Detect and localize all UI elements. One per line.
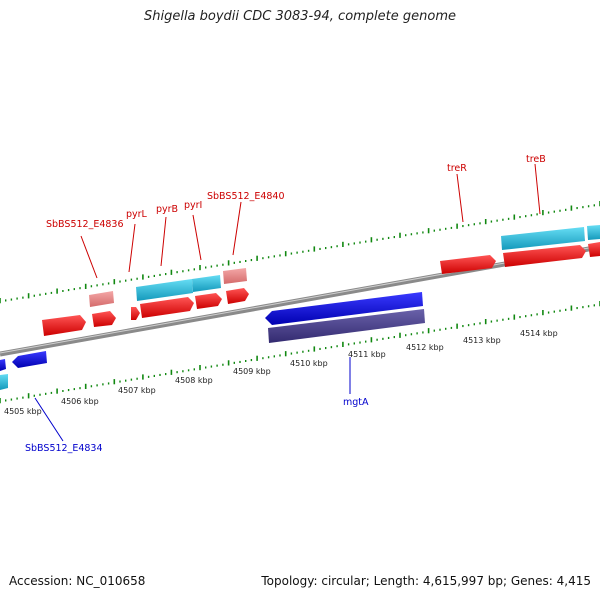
kbp-label: 4506 kbp bbox=[61, 397, 99, 406]
gene-feature[interactable] bbox=[89, 291, 114, 307]
gene-feature[interactable] bbox=[223, 268, 247, 284]
gene-feature[interactable] bbox=[0, 359, 6, 371]
gene-feature[interactable] bbox=[265, 292, 423, 325]
gene-feature[interactable] bbox=[501, 227, 585, 250]
label-leaders bbox=[34, 163, 541, 442]
gene-label-SbBS512_E4836: SbBS512_E4836 bbox=[46, 219, 124, 230]
gene-feature[interactable] bbox=[131, 307, 140, 320]
gene-feature[interactable] bbox=[140, 297, 194, 318]
gene-feature[interactable] bbox=[587, 225, 600, 240]
map-title: Shigella boydii CDC 3083-94, complete ge… bbox=[143, 9, 457, 24]
gene-label-pyrB: pyrB bbox=[156, 204, 178, 215]
gene-label-pyrI: pyrI bbox=[184, 200, 202, 211]
gene-feature[interactable] bbox=[192, 275, 221, 292]
gene-feature[interactable] bbox=[588, 242, 600, 257]
gene-feature[interactable] bbox=[0, 374, 8, 390]
gene-feature[interactable] bbox=[226, 288, 249, 304]
kbp-label: 4507 kbp bbox=[118, 386, 156, 395]
gene-label-pyrL: pyrL bbox=[126, 209, 148, 220]
kbp-label: 4505 kbp bbox=[4, 407, 42, 416]
gene-label-mgtA: mgtA bbox=[343, 397, 369, 408]
gene-feature[interactable] bbox=[503, 245, 586, 267]
accession-text: Accession: NC_010658 bbox=[9, 574, 146, 588]
gene-label-SbBS512_E4840: SbBS512_E4840 bbox=[207, 191, 285, 202]
gene-feature[interactable] bbox=[195, 293, 222, 309]
gene-features bbox=[0, 225, 600, 390]
gene-feature[interactable] bbox=[92, 311, 116, 327]
gene-feature[interactable] bbox=[440, 255, 496, 274]
gene-label-SbBS512_E4834: SbBS512_E4834 bbox=[25, 443, 103, 454]
gene-feature[interactable] bbox=[42, 315, 86, 336]
gene-feature[interactable] bbox=[136, 279, 193, 301]
gene-feature[interactable] bbox=[268, 309, 425, 343]
kbp-label: 4513 kbp bbox=[463, 336, 501, 345]
kbp-label: 4511 kbp bbox=[348, 350, 386, 359]
gene-label-treB: treB bbox=[526, 154, 546, 165]
kbp-label: 4508 kbp bbox=[175, 376, 213, 385]
kbp-label: 4509 kbp bbox=[233, 367, 271, 376]
kbp-label: 4514 kbp bbox=[520, 329, 558, 338]
inner-tick-track bbox=[0, 301, 600, 404]
gene-feature[interactable] bbox=[12, 351, 47, 368]
outer-tick-track bbox=[0, 201, 600, 304]
kbp-label: 4512 kbp bbox=[406, 343, 444, 352]
gene-label-treR: treR bbox=[447, 163, 467, 174]
kbp-label: 4510 kbp bbox=[290, 359, 328, 368]
genome-summary-text: Topology: circular; Length: 4,615,997 bp… bbox=[261, 574, 591, 588]
